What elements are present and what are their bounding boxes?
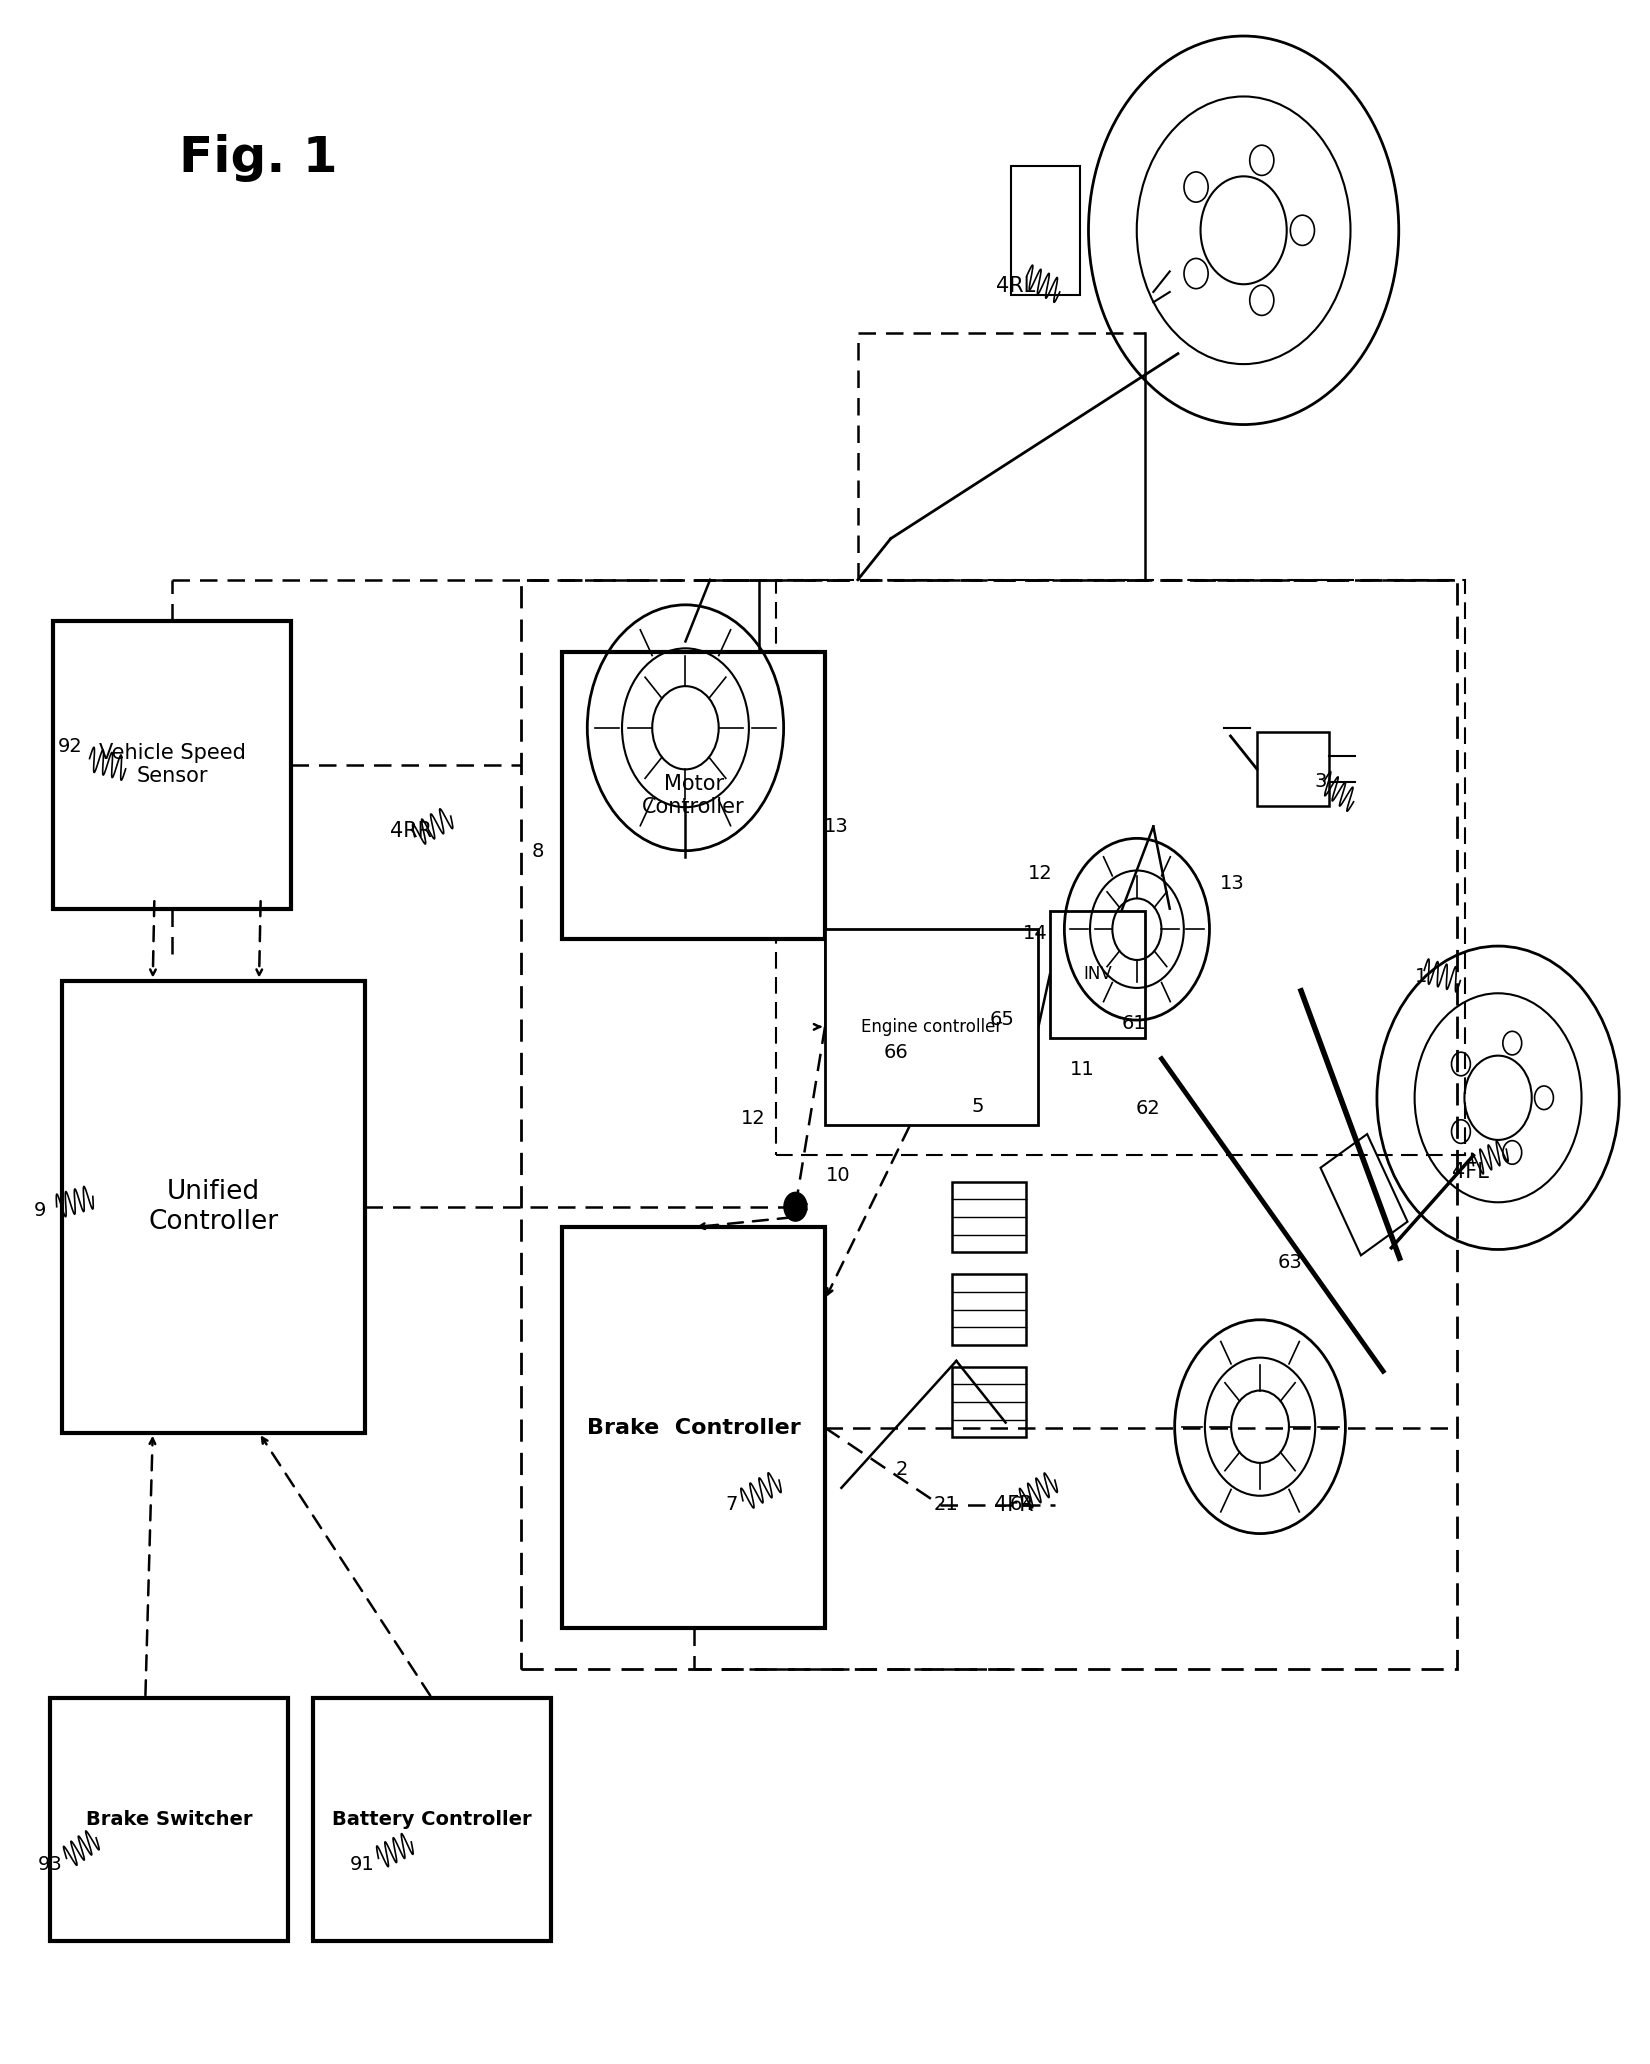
Bar	[53, 621, 292, 908]
Text: 9: 9	[35, 1201, 46, 1220]
Text: 3: 3	[1315, 772, 1327, 791]
Text: Unified
Controller: Unified Controller	[148, 1179, 279, 1234]
Text: 64: 64	[1010, 1494, 1035, 1515]
Text: 4RR: 4RR	[391, 821, 432, 840]
Text: 63: 63	[1277, 1253, 1302, 1271]
Bar	[952, 1366, 1026, 1437]
Bar	[1257, 733, 1328, 805]
Text: 61: 61	[1122, 1013, 1147, 1034]
Text: 21: 21	[934, 1494, 959, 1515]
Text: Engine controller: Engine controller	[861, 1018, 1002, 1036]
Text: 4FL: 4FL	[1452, 1162, 1488, 1183]
Bar	[825, 929, 1038, 1125]
Text: 1: 1	[1414, 968, 1427, 987]
Bar	[952, 1273, 1026, 1344]
Text: Fig. 1: Fig. 1	[180, 134, 338, 182]
Text: 7: 7	[726, 1494, 738, 1515]
Text: 66: 66	[883, 1042, 908, 1063]
Text: 10: 10	[825, 1166, 850, 1185]
Bar	[952, 1183, 1026, 1253]
Bar	[50, 1699, 289, 1940]
Text: Brake  Controller: Brake Controller	[587, 1418, 800, 1439]
Text: Battery Controller: Battery Controller	[332, 1810, 531, 1829]
Text: 8: 8	[531, 842, 545, 861]
Bar	[61, 980, 365, 1432]
Text: 14: 14	[1023, 925, 1048, 943]
Text: 13: 13	[823, 817, 848, 836]
Text: Vehicle Speed
Sensor: Vehicle Speed Sensor	[99, 743, 246, 786]
Bar	[314, 1699, 551, 1940]
Text: 13: 13	[1219, 875, 1244, 894]
Text: 5: 5	[972, 1096, 983, 1115]
Text: 65: 65	[990, 1009, 1015, 1030]
Bar	[776, 580, 1465, 1156]
Text: 12: 12	[741, 1108, 766, 1127]
Text: 91: 91	[350, 1856, 375, 1874]
Text: 93: 93	[38, 1856, 63, 1874]
Circle shape	[784, 1193, 807, 1222]
Bar	[563, 652, 825, 939]
Text: 62: 62	[1137, 1098, 1162, 1117]
Text: 2: 2	[896, 1461, 909, 1480]
Text: Brake Switcher: Brake Switcher	[86, 1810, 252, 1829]
Bar	[1049, 910, 1145, 1038]
Text: 12: 12	[1028, 865, 1053, 883]
Bar	[563, 1228, 825, 1628]
Text: Motor
Controller: Motor Controller	[642, 774, 746, 817]
Text: 4FR: 4FR	[993, 1494, 1033, 1515]
Text: 4RL: 4RL	[997, 277, 1035, 295]
Text: 92: 92	[58, 737, 82, 755]
Text: INV: INV	[1082, 966, 1112, 982]
Bar	[521, 580, 1457, 1670]
Text: 11: 11	[1071, 1059, 1096, 1079]
